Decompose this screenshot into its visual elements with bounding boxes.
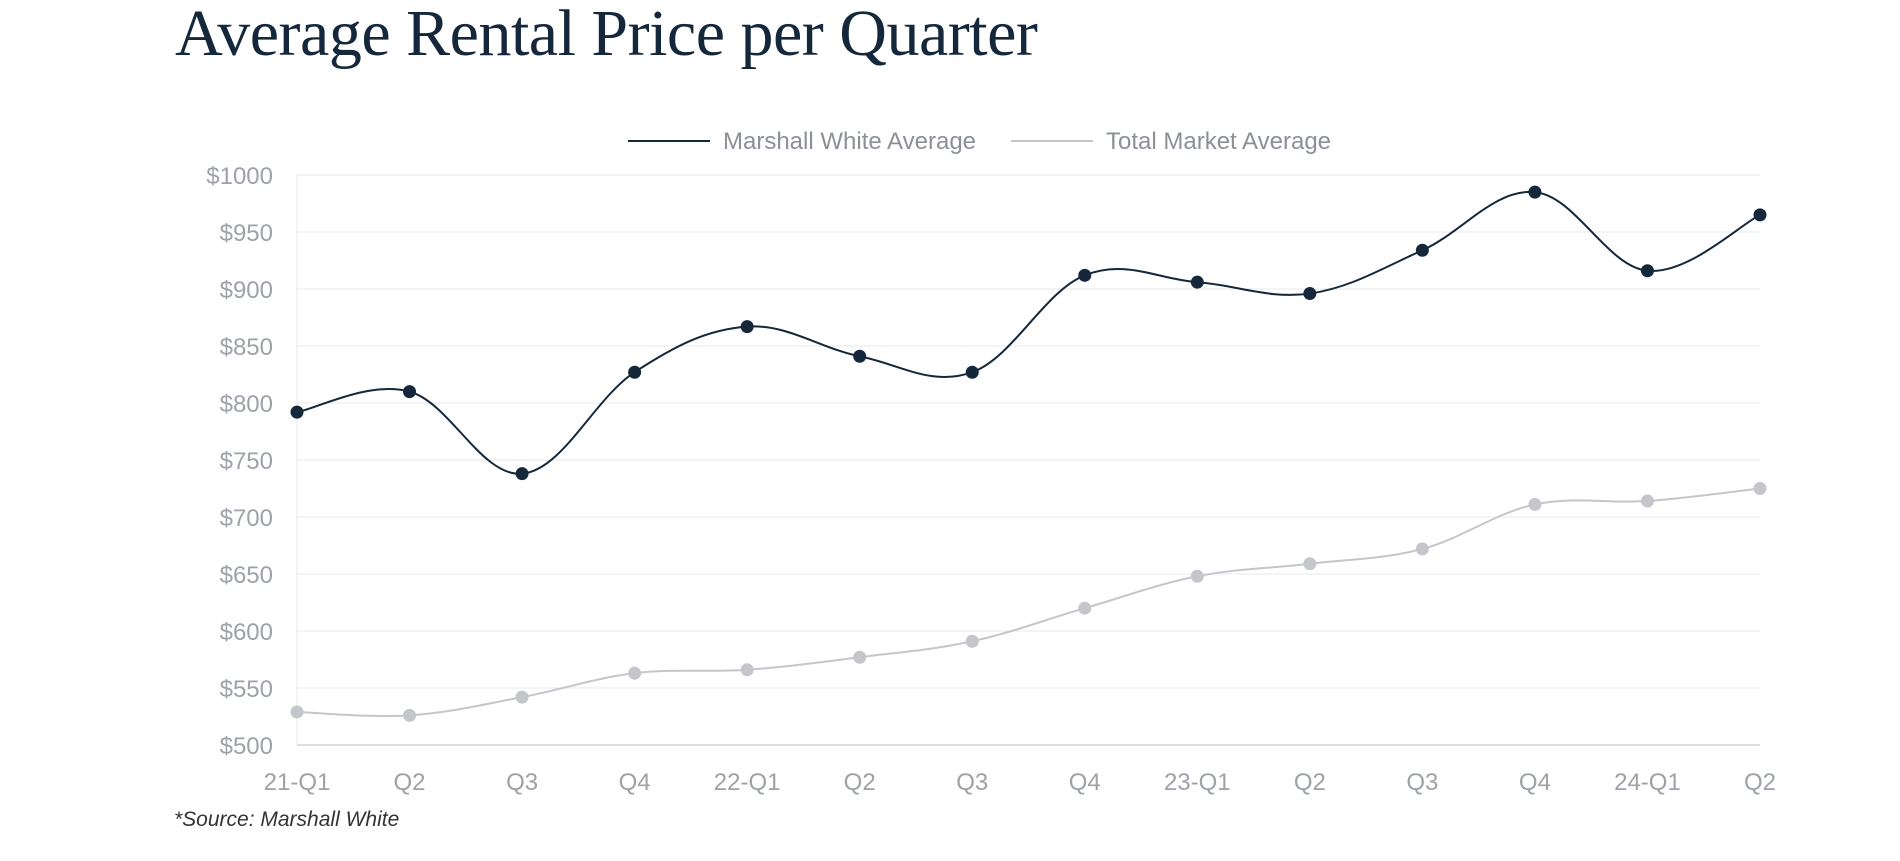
data-point (1528, 185, 1542, 199)
legend-item: Total Market Average (1011, 128, 1331, 155)
x-tick-label: Q3 (506, 769, 538, 796)
x-tick-label: Q2 (394, 769, 426, 796)
legend: Marshall White Average Total Market Avera… (628, 128, 1331, 155)
data-point (1303, 287, 1317, 301)
series-total-market-average (290, 482, 1767, 722)
x-tick-label: Q4 (619, 769, 651, 796)
data-point (515, 690, 529, 704)
x-tick-label: Q2 (1294, 769, 1326, 796)
y-tick-label: $600 (220, 619, 273, 646)
x-tick-label: Q2 (1744, 769, 1776, 796)
data-point (1640, 264, 1654, 278)
data-point (1753, 482, 1767, 495)
data-point (628, 666, 642, 680)
x-tick-label: 21-Q1 (264, 769, 331, 796)
legend-item: Marshall White Average (628, 128, 976, 155)
x-axis: 21-Q1 Q2 Q3 Q4 22-Q1 Q2 Q3 Q4 23-Q1 Q2 Q3 Q4 24-Q1 Q2 (264, 769, 1776, 796)
x-tick-label: 23-Q1 (1164, 769, 1231, 796)
data-point (1190, 275, 1204, 289)
data-point (740, 663, 754, 677)
y-tick-label: $950 (220, 220, 273, 247)
series-line (296, 191, 1761, 475)
legend-label: Total Market Average (1106, 128, 1331, 155)
y-tick-label: $500 (220, 733, 273, 760)
y-axis: $500 $550 $600 $650 $700 $750 $800 $850 $900 $950… (206, 163, 298, 760)
series-group (290, 185, 1767, 722)
x-tick-label: 24-Q1 (1614, 769, 1681, 796)
data-point (403, 708, 417, 722)
chart-title: Average Rental Price per Quarter (175, 0, 1038, 70)
x-tick-label: 22-Q1 (714, 769, 781, 796)
data-point (1078, 601, 1092, 615)
data-point (965, 365, 979, 379)
y-tick-label: $750 (220, 448, 273, 475)
data-point (1303, 557, 1317, 571)
series-line (296, 487, 1761, 718)
x-tick-label: Q3 (1406, 769, 1438, 796)
x-tick-label: Q3 (956, 769, 988, 796)
data-point (1640, 494, 1654, 508)
data-point (290, 405, 304, 419)
data-point (290, 705, 304, 719)
x-tick-label: Q4 (1519, 769, 1551, 796)
data-point (515, 467, 529, 481)
y-tick-label: $700 (220, 505, 273, 532)
legend-label: Marshall White Average (723, 128, 976, 155)
data-point (1415, 243, 1429, 257)
data-point (628, 365, 642, 379)
source-note: *Source: Marshall White (174, 808, 400, 831)
data-point (1753, 208, 1767, 222)
data-point (853, 650, 867, 664)
data-point (1190, 569, 1204, 583)
y-tick-label: $1000 (206, 163, 273, 190)
y-tick-label: $850 (220, 334, 273, 361)
data-point (853, 349, 867, 363)
data-point (1415, 542, 1429, 556)
gridlines (297, 174, 1760, 746)
y-tick-label: $550 (220, 676, 273, 703)
y-tick-label: $650 (220, 562, 273, 589)
data-point (1078, 268, 1092, 282)
x-tick-label: Q4 (1069, 769, 1101, 796)
data-point (1528, 497, 1542, 511)
data-point (403, 385, 417, 399)
series-marshall-white-average (290, 185, 1767, 481)
x-tick-label: Q2 (844, 769, 876, 796)
data-point (740, 320, 754, 334)
data-point (965, 634, 979, 648)
y-tick-label: $900 (220, 277, 273, 304)
y-tick-label: $800 (220, 391, 273, 418)
